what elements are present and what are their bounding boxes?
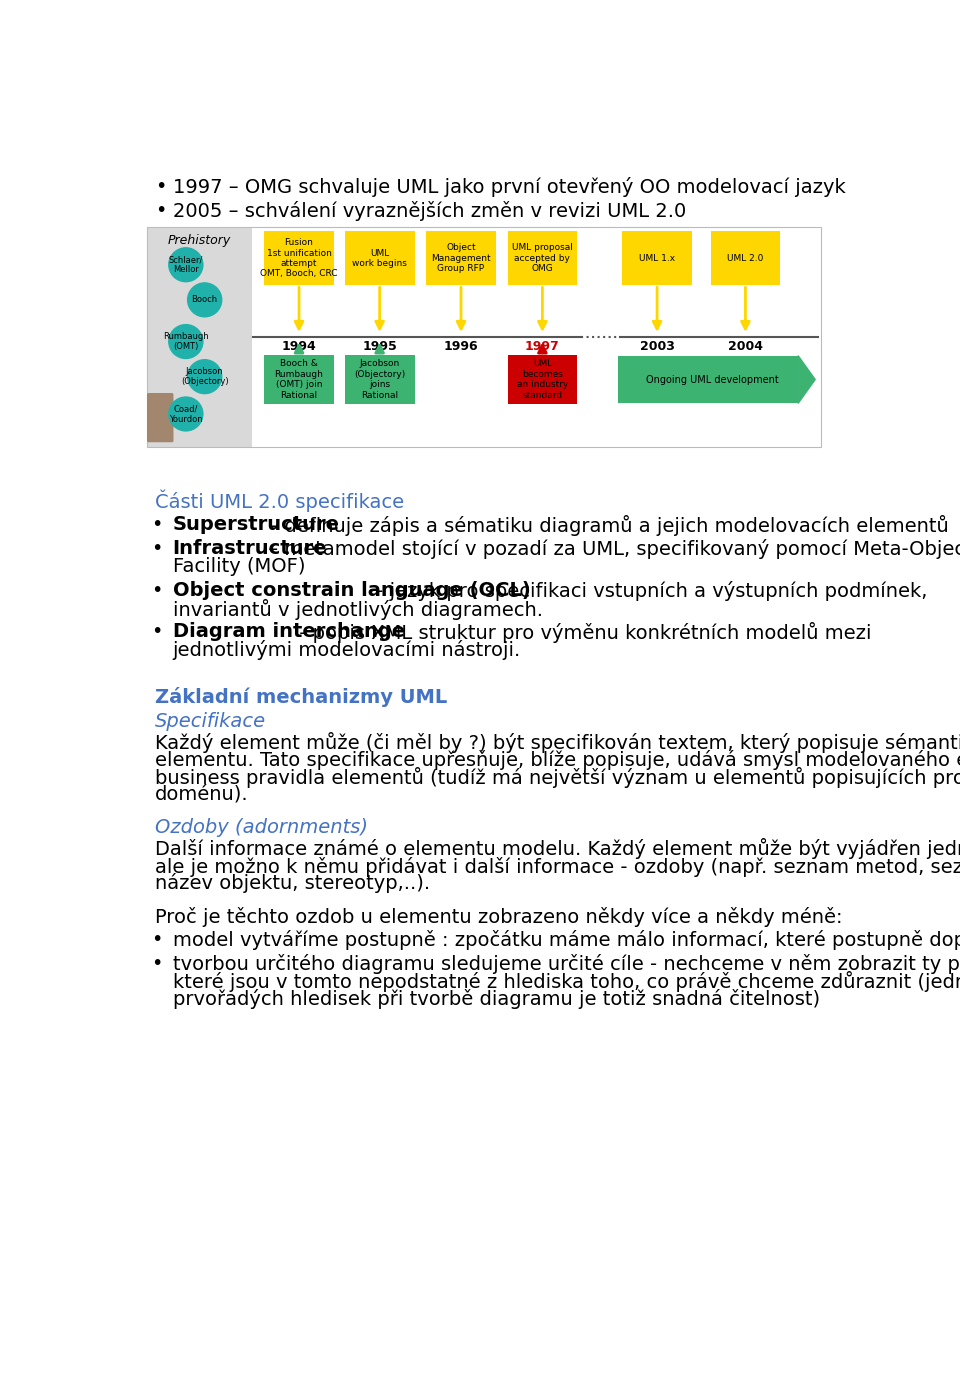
Text: Booch &
Rumbaugh
(OMT) join
Rational: Booch & Rumbaugh (OMT) join Rational — [275, 359, 324, 399]
Circle shape — [169, 325, 203, 358]
Text: •: • — [155, 202, 166, 220]
Text: elementu. Tato specifikace upřesňuje, blíže popisuje, udává smysl modelovaného e: elementu. Tato specifikace upřesňuje, bl… — [155, 749, 960, 770]
Text: •: • — [151, 580, 162, 600]
Text: UML
becomes
an industry
standard: UML becomes an industry standard — [516, 359, 568, 399]
Text: jednotlivými modelovacími nástroji.: jednotlivými modelovacími nástroji. — [173, 640, 521, 661]
Text: 1994: 1994 — [281, 340, 317, 354]
Text: UML 2.0: UML 2.0 — [728, 254, 763, 263]
Text: 2003: 2003 — [639, 340, 675, 354]
Text: Schlaer/
Mellor: Schlaer/ Mellor — [169, 256, 203, 275]
Text: Jacobson
(Objectory)
joins
Rational: Jacobson (Objectory) joins Rational — [354, 359, 405, 399]
Text: 1997 – OMG schvaluje UML jako první otevřený OO modelovací jazyk: 1997 – OMG schvaluje UML jako první otev… — [173, 177, 846, 198]
Text: model vytváříme postupně : zpočátku máme málo informací, které postupně doplňuje: model vytváříme postupně : zpočátku máme… — [173, 930, 960, 949]
FancyBboxPatch shape — [264, 355, 334, 404]
Text: business pravidla elementů (tudíž má největší význam u elementů popisujících pro: business pravidla elementů (tudíž má nej… — [155, 767, 960, 788]
FancyBboxPatch shape — [147, 228, 822, 446]
Text: Proč je těchto ozdob u elementu zobrazeno někdy více a někdy méně:: Proč je těchto ozdob u elementu zobrazen… — [155, 907, 842, 926]
Text: Object constrain language (OCL): Object constrain language (OCL) — [173, 580, 531, 600]
Text: Fusion
1st unification
attempt
OMT, Booch, CRC: Fusion 1st unification attempt OMT, Booc… — [260, 238, 338, 278]
Text: tvorbou určitého diagramu sledujeme určité cíle - nechceme v něm zobrazit ty pod: tvorbou určitého diagramu sledujeme urči… — [173, 954, 960, 973]
Text: Facility (MOF): Facility (MOF) — [173, 557, 305, 576]
Text: Specifikace: Specifikace — [155, 712, 266, 731]
FancyBboxPatch shape — [622, 231, 692, 285]
Text: Ozdoby (adornments): Ozdoby (adornments) — [155, 818, 368, 837]
Text: 2004: 2004 — [728, 340, 763, 354]
Text: UML
work begins: UML work begins — [352, 249, 407, 268]
Text: které jsou v tomto nepodstatné z hlediska toho, co právě chceme zdůraznit (jedno: které jsou v tomto nepodstatné z hledisk… — [173, 972, 960, 992]
Text: UML proposal
accepted by
OMG: UML proposal accepted by OMG — [512, 243, 573, 274]
Text: Ongoing UML development: Ongoing UML development — [646, 375, 780, 384]
Circle shape — [169, 397, 203, 431]
Text: Object
Management
Group RFP: Object Management Group RFP — [431, 243, 491, 274]
Text: Základní mechanizmy UML: Základní mechanizmy UML — [155, 687, 447, 708]
Text: Každý element může (či měl by ?) být specifikován textem, který popisuje sémanti: Každý element může (či měl by ?) být spe… — [155, 732, 960, 753]
Text: Coad/
Yourdon: Coad/ Yourdon — [169, 405, 203, 424]
Text: •: • — [151, 622, 162, 641]
Circle shape — [187, 283, 222, 316]
Text: – definuje zápis a sématiku diagramů a jejich modelovacích elementů: – definuje zápis a sématiku diagramů a j… — [262, 515, 948, 536]
Text: 1995: 1995 — [362, 340, 397, 354]
Text: Superstructure: Superstructure — [173, 515, 340, 535]
Text: 1997: 1997 — [525, 340, 560, 354]
FancyBboxPatch shape — [618, 355, 798, 404]
FancyBboxPatch shape — [508, 355, 577, 404]
Circle shape — [169, 247, 203, 282]
Text: Rumbaugh
(OMT): Rumbaugh (OMT) — [163, 332, 208, 351]
Text: – metamodel stojící v pozadí za UML, specifikovaný pomocí Meta-Object: – metamodel stojící v pozadí za UML, spe… — [262, 539, 960, 560]
Text: 1996: 1996 — [444, 340, 478, 354]
Text: 2005 – schválení vyraznějších změn v revizi UML 2.0: 2005 – schválení vyraznějších změn v rev… — [173, 202, 686, 221]
Polygon shape — [798, 355, 815, 404]
Text: název objektu, stereotyp,..).: název objektu, stereotyp,..). — [155, 873, 430, 894]
FancyBboxPatch shape — [147, 228, 252, 446]
Text: •: • — [151, 954, 162, 973]
Text: Booch: Booch — [192, 296, 218, 304]
FancyBboxPatch shape — [710, 231, 780, 285]
FancyBboxPatch shape — [508, 231, 577, 285]
Text: Prehistory: Prehistory — [168, 234, 231, 246]
Text: •: • — [155, 177, 166, 196]
FancyBboxPatch shape — [264, 231, 334, 285]
Text: prvořadých hledisek při tvorbě diagramu je totiž snadná čitelnost): prvořadých hledisek při tvorbě diagramu … — [173, 990, 820, 1009]
Text: Jacobson
(Objectory): Jacobson (Objectory) — [180, 368, 228, 387]
Text: •: • — [151, 539, 162, 558]
Text: doménu).: doménu). — [155, 785, 249, 804]
Text: Části UML 2.0 specifikace: Části UML 2.0 specifikace — [155, 489, 404, 511]
FancyBboxPatch shape — [345, 355, 415, 404]
Text: •: • — [151, 930, 162, 948]
Text: - jazyk pro specifikaci vstupních a výstupních podmínek,: - jazyk pro specifikaci vstupních a výst… — [370, 580, 927, 601]
Text: •: • — [151, 515, 162, 535]
FancyBboxPatch shape — [426, 231, 496, 285]
Text: ale je možno k němu přidávat i další informace - ozdoby (např. seznam metod, sez: ale je možno k němu přidávat i další inf… — [155, 855, 960, 876]
FancyBboxPatch shape — [345, 231, 415, 285]
Text: Diagram interchange: Diagram interchange — [173, 622, 405, 641]
Circle shape — [187, 359, 222, 394]
FancyBboxPatch shape — [147, 392, 174, 442]
Text: UML 1.x: UML 1.x — [639, 254, 675, 263]
Text: Další informace známé o elementu modelu. Každý element může být vyjádřen jednodu: Další informace známé o elementu modelu.… — [155, 837, 960, 860]
Text: Infrastructure: Infrastructure — [173, 539, 327, 558]
Text: - popis XML struktur pro výměnu konkrétních modelů mezi: - popis XML struktur pro výměnu konkrétn… — [294, 622, 872, 644]
Text: invariantů v jednotlivých diagramech.: invariantů v jednotlivých diagramech. — [173, 598, 542, 619]
